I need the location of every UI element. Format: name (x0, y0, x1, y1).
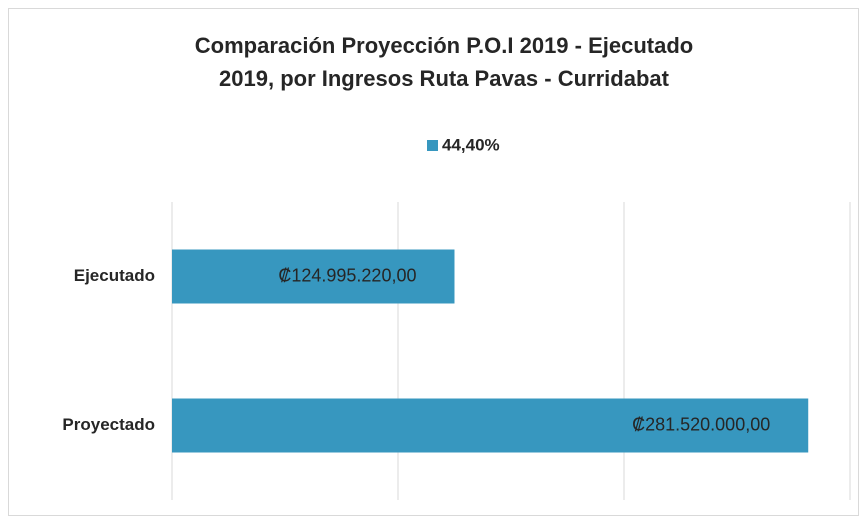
y-tick-label: Ejecutado (74, 266, 155, 285)
legend-label: 44,40% (442, 135, 500, 154)
chart-title: Comparación Proyección P.O.I 2019 - Ejec… (195, 33, 693, 58)
bar (172, 249, 455, 304)
data-label: ₡281.520.000,00 (632, 414, 770, 434)
bar (172, 398, 809, 453)
data-label: ₡124.995.220,00 (278, 265, 416, 285)
chart-title: 2019, por Ingresos Ruta Pavas - Curridab… (219, 66, 670, 91)
y-tick-label: Proyectado (62, 415, 155, 434)
legend-swatch (427, 140, 438, 151)
